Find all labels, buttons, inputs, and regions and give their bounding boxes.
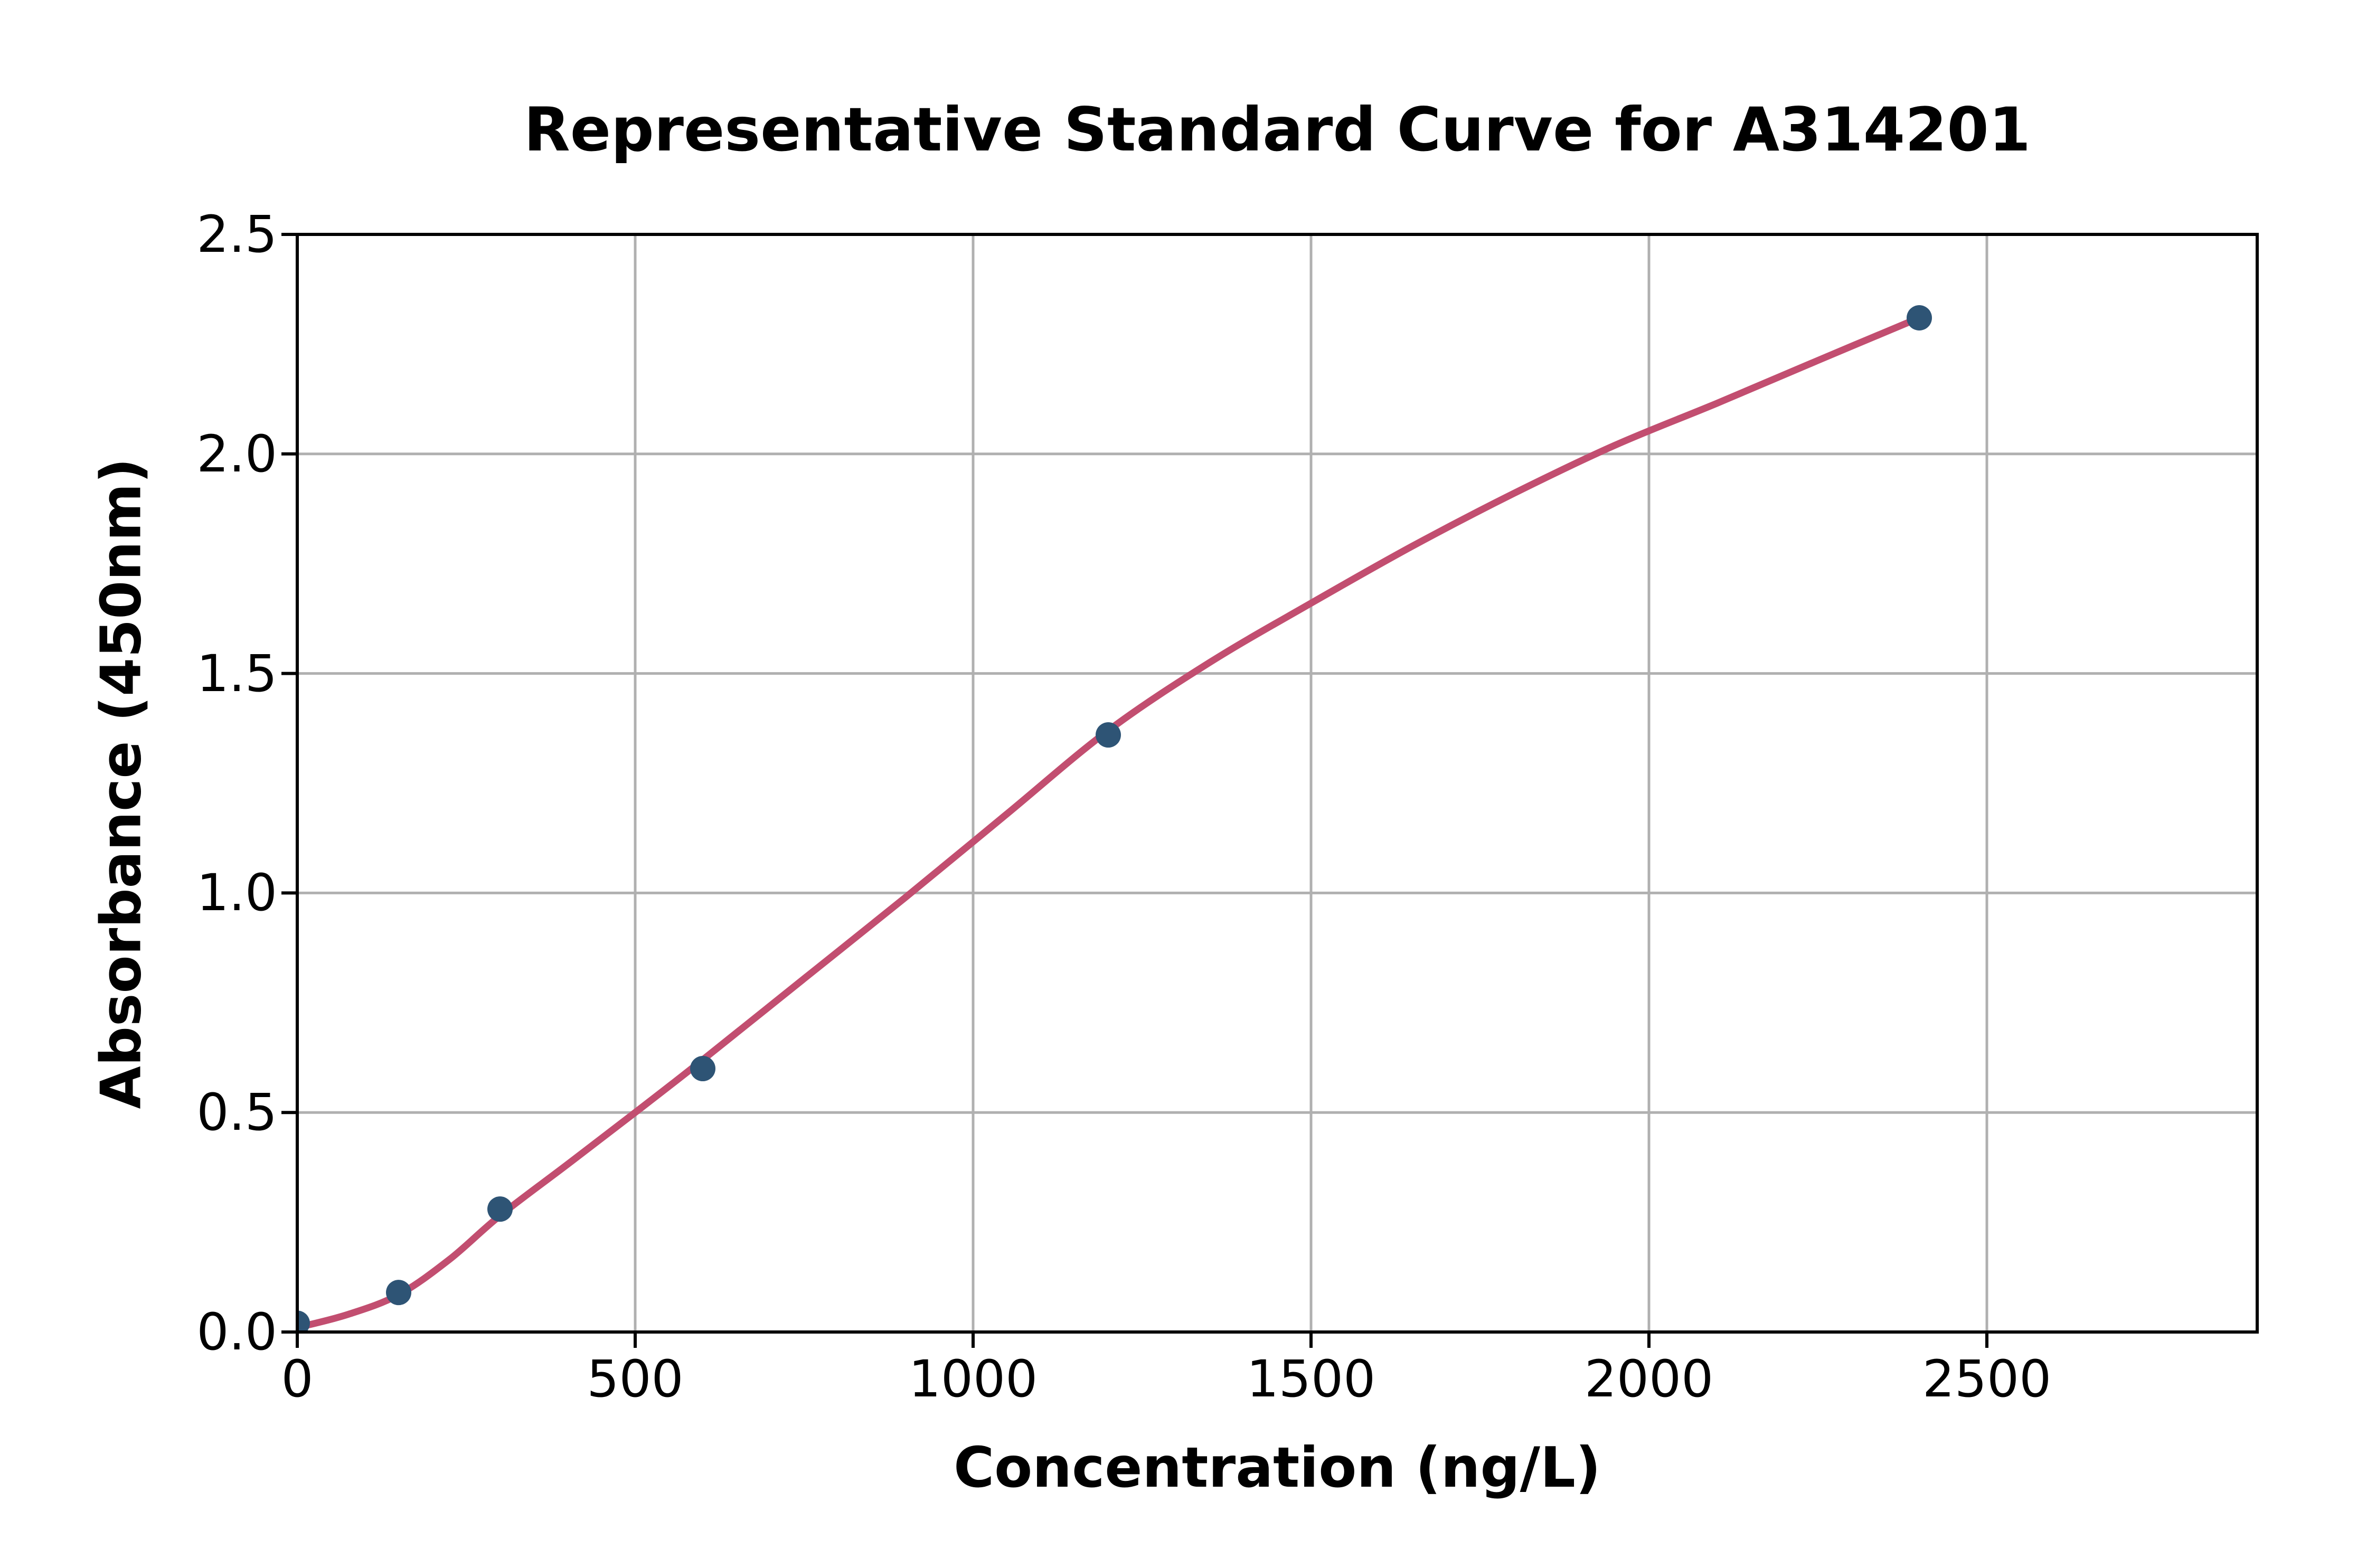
y-tick-label: 1.5	[196, 644, 277, 703]
x-tick-label: 2000	[1584, 1349, 1714, 1409]
y-tick-label: 2.0	[196, 424, 277, 484]
x-tick-label: 0	[281, 1349, 314, 1409]
plot-data	[297, 305, 1932, 1332]
y-tick-label: 2.5	[196, 205, 277, 264]
data-point	[690, 1056, 715, 1082]
plot-border	[296, 233, 2259, 1334]
y-axis-label: Absorbance (450nm)	[89, 458, 154, 1109]
chart-title: Representative Standard Curve for A31420…	[524, 95, 2031, 165]
fitted-curve-line	[297, 314, 1923, 1331]
data-point	[297, 1310, 310, 1332]
data-point	[1096, 722, 1121, 748]
data-point	[1907, 305, 1932, 331]
x-tick-label: 1500	[1246, 1349, 1376, 1409]
y-tick-label: 0.5	[196, 1083, 277, 1142]
data-point	[386, 1280, 411, 1306]
x-tick-label: 500	[587, 1349, 684, 1409]
y-tick-label: 0.0	[196, 1302, 277, 1362]
y-tick-label: 1.0	[196, 863, 277, 923]
gridlines	[296, 233, 2257, 1334]
tick-marks	[281, 233, 1988, 1348]
x-tick-label: 2500	[1922, 1349, 2052, 1409]
x-axis-label: Concentration (ng/L)	[954, 1435, 1601, 1500]
data-point	[487, 1196, 513, 1222]
x-tick-label: 1000	[908, 1349, 1038, 1409]
